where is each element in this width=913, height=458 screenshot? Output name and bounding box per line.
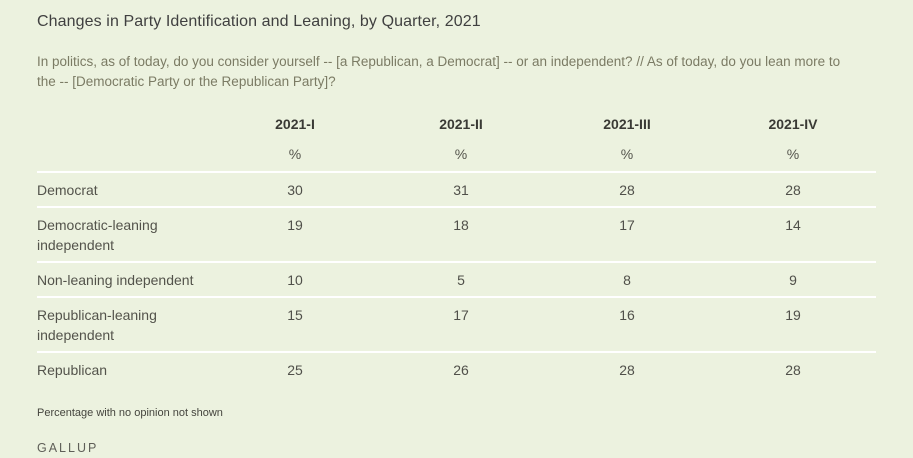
column-header-2021-iv: 2021-IV — [768, 116, 818, 132]
party-identification-table: 2021-I 2021-II 2021-III 2021-IV % % % % … — [37, 113, 876, 386]
unit-row: % % % % — [37, 133, 876, 171]
unit-percent-sign: % — [454, 146, 468, 162]
footnote-text: Percentage with no opinion not shown — [37, 407, 223, 419]
header-spacer-cell — [37, 113, 212, 133]
survey-question-text: In politics, as of today, do you conside… — [37, 54, 841, 89]
value-cell: 28 — [619, 362, 635, 378]
row-label: Republican — [37, 362, 108, 378]
value-cell: 28 — [619, 182, 635, 198]
value-cell: 25 — [287, 362, 303, 378]
value-cell: 26 — [453, 362, 469, 378]
row-label: Democratic-leaning independent — [37, 217, 158, 253]
value-cell: 17 — [619, 217, 635, 233]
page-title: Changes in Party Identification and Lean… — [37, 13, 481, 30]
value-cell: 14 — [785, 217, 801, 233]
unit-percent-sign: % — [288, 146, 302, 162]
value-cell: 28 — [785, 362, 801, 378]
unit-percent-sign: % — [786, 146, 800, 162]
table-row-non-leaning-independent: Non-leaning independent 10 5 8 9 — [37, 261, 876, 296]
column-header-2021-ii: 2021-II — [439, 116, 483, 132]
row-label: Non-leaning independent — [37, 272, 194, 288]
value-cell: 8 — [623, 272, 631, 288]
column-header-2021-i: 2021-I — [275, 116, 315, 132]
row-label: Democrat — [37, 182, 98, 198]
value-cell: 5 — [457, 272, 465, 288]
column-header-2021-iii: 2021-III — [603, 116, 651, 132]
value-cell: 15 — [287, 307, 303, 323]
value-cell: 19 — [287, 217, 303, 233]
table-row-republican: Republican 25 26 28 28 — [37, 351, 876, 386]
value-cell: 31 — [453, 182, 469, 198]
value-cell: 18 — [453, 217, 469, 233]
value-cell: 30 — [287, 182, 303, 198]
table-header-row: 2021-I 2021-II 2021-III 2021-IV — [37, 113, 876, 133]
table-row-republican-leaning-independent: Republican-leaning independent 15 17 16 … — [37, 296, 876, 351]
value-cell: 16 — [619, 307, 635, 323]
row-label: Republican-leaning independent — [37, 307, 157, 343]
value-cell: 17 — [453, 307, 469, 323]
table-row-democratic-leaning-independent: Democratic-leaning independent 19 18 17 … — [37, 206, 876, 261]
value-cell: 9 — [789, 272, 797, 288]
unit-spacer-cell — [37, 133, 212, 171]
table-row-democrat: Democrat 30 31 28 28 — [37, 171, 876, 206]
gallup-logo-text: GALLUP — [37, 441, 99, 455]
value-cell: 19 — [785, 307, 801, 323]
value-cell: 10 — [287, 272, 303, 288]
unit-percent-sign: % — [620, 146, 634, 162]
value-cell: 28 — [785, 182, 801, 198]
